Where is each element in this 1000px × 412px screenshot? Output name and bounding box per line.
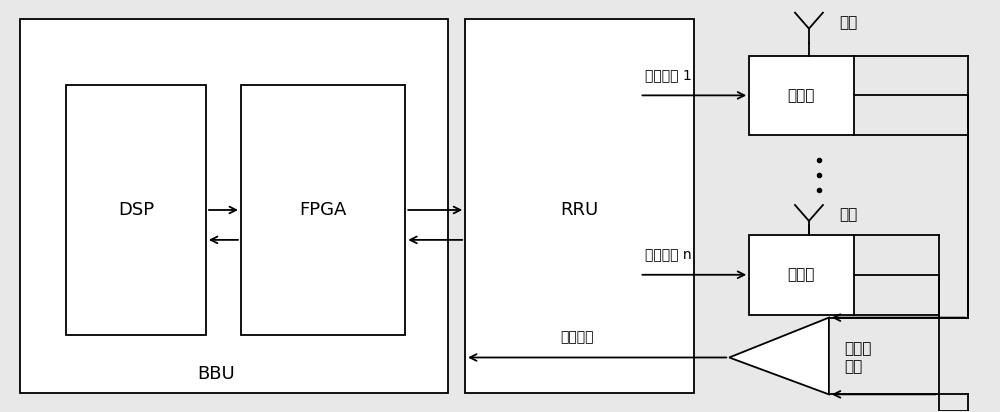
Text: 合路分
路器: 合路分 路器 (844, 341, 871, 374)
Text: 天线: 天线 (839, 15, 857, 30)
Bar (241, 85, 405, 335)
Text: BBU: BBU (197, 365, 235, 384)
Text: 射频通道 1: 射频通道 1 (645, 68, 691, 82)
Polygon shape (729, 318, 829, 394)
Text: FPGA: FPGA (299, 201, 346, 219)
Text: 耦合盘: 耦合盘 (787, 267, 815, 282)
Text: DSP: DSP (118, 201, 154, 219)
Text: 射频通道 n: 射频通道 n (645, 248, 691, 262)
Text: 耦合盘: 耦合盘 (787, 88, 815, 103)
Bar (66, 85, 206, 335)
Text: 校准通道: 校准通道 (560, 330, 593, 344)
Bar (749, 56, 854, 135)
Bar (20, 19, 448, 393)
Text: RRU: RRU (561, 201, 599, 219)
Bar (749, 235, 854, 315)
Bar (465, 19, 694, 393)
Text: 天线: 天线 (839, 208, 857, 222)
